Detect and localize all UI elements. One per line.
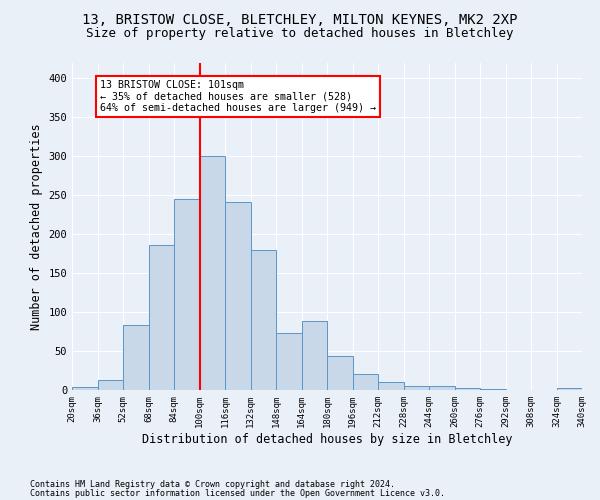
Bar bbox=[480, 389, 505, 390]
Bar bbox=[72, 387, 97, 390]
Text: 13 BRISTOW CLOSE: 101sqm
← 35% of detached houses are smaller (528)
64% of semi-: 13 BRISTOW CLOSE: 101sqm ← 35% of detach… bbox=[100, 80, 376, 113]
Bar bbox=[123, 326, 149, 390]
Bar bbox=[404, 386, 429, 390]
Bar bbox=[557, 388, 582, 390]
Text: Size of property relative to detached houses in Bletchley: Size of property relative to detached ho… bbox=[86, 28, 514, 40]
X-axis label: Distribution of detached houses by size in Bletchley: Distribution of detached houses by size … bbox=[142, 432, 512, 446]
Bar bbox=[327, 356, 353, 390]
Bar bbox=[174, 199, 199, 390]
Bar bbox=[149, 245, 174, 390]
Y-axis label: Number of detached properties: Number of detached properties bbox=[30, 123, 43, 330]
Text: 13, BRISTOW CLOSE, BLETCHLEY, MILTON KEYNES, MK2 2XP: 13, BRISTOW CLOSE, BLETCHLEY, MILTON KEY… bbox=[82, 12, 518, 26]
Bar bbox=[302, 322, 327, 390]
Bar bbox=[251, 250, 276, 390]
Text: Contains public sector information licensed under the Open Government Licence v3: Contains public sector information licen… bbox=[30, 488, 445, 498]
Bar bbox=[455, 388, 480, 390]
Bar bbox=[353, 374, 378, 390]
Bar bbox=[97, 380, 123, 390]
Bar bbox=[276, 333, 302, 390]
Bar bbox=[429, 386, 455, 390]
Bar bbox=[225, 202, 251, 390]
Bar bbox=[378, 382, 404, 390]
Bar bbox=[199, 156, 225, 390]
Text: Contains HM Land Registry data © Crown copyright and database right 2024.: Contains HM Land Registry data © Crown c… bbox=[30, 480, 395, 489]
